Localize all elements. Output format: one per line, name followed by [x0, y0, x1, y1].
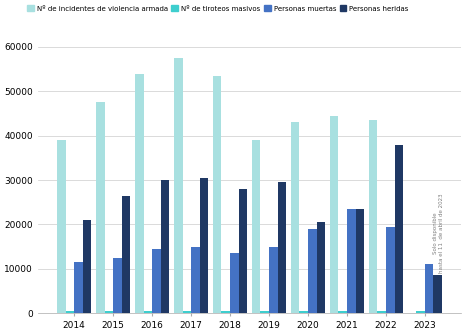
Bar	[57, 140, 65, 313]
Bar	[291, 123, 300, 313]
Text: Solo disponible
hasta el 11  de abril de 2023: Solo disponible hasta el 11 de abril de …	[433, 193, 444, 273]
Bar	[260, 311, 269, 313]
Bar	[200, 178, 208, 313]
Legend: Nº de incidentes de violencia armada, Nº de tiroteos masivos, Personas muertas, : Nº de incidentes de violencia armada, Nº…	[24, 3, 411, 14]
Bar	[174, 58, 182, 313]
Bar	[394, 145, 403, 313]
Bar	[182, 311, 191, 313]
Bar	[65, 311, 74, 313]
Bar	[135, 73, 144, 313]
Bar	[356, 209, 364, 313]
Bar	[425, 265, 433, 313]
Bar	[369, 120, 377, 313]
Bar	[83, 220, 91, 313]
Bar	[152, 249, 161, 313]
Bar	[238, 189, 247, 313]
Bar	[213, 76, 221, 313]
Bar	[105, 311, 113, 313]
Bar	[317, 222, 325, 313]
Bar	[230, 253, 238, 313]
Bar	[300, 311, 308, 313]
Bar	[252, 140, 260, 313]
Bar	[278, 182, 286, 313]
Bar	[269, 246, 278, 313]
Bar	[330, 116, 338, 313]
Bar	[96, 103, 105, 313]
Bar	[113, 258, 122, 313]
Bar	[416, 311, 425, 313]
Bar	[338, 311, 347, 313]
Bar	[122, 196, 130, 313]
Bar	[347, 209, 356, 313]
Bar	[74, 262, 83, 313]
Bar	[386, 227, 394, 313]
Bar	[221, 311, 230, 313]
Bar	[191, 246, 200, 313]
Bar	[433, 276, 442, 313]
Bar	[144, 311, 152, 313]
Bar	[377, 311, 386, 313]
Bar	[308, 229, 317, 313]
Bar	[161, 180, 169, 313]
